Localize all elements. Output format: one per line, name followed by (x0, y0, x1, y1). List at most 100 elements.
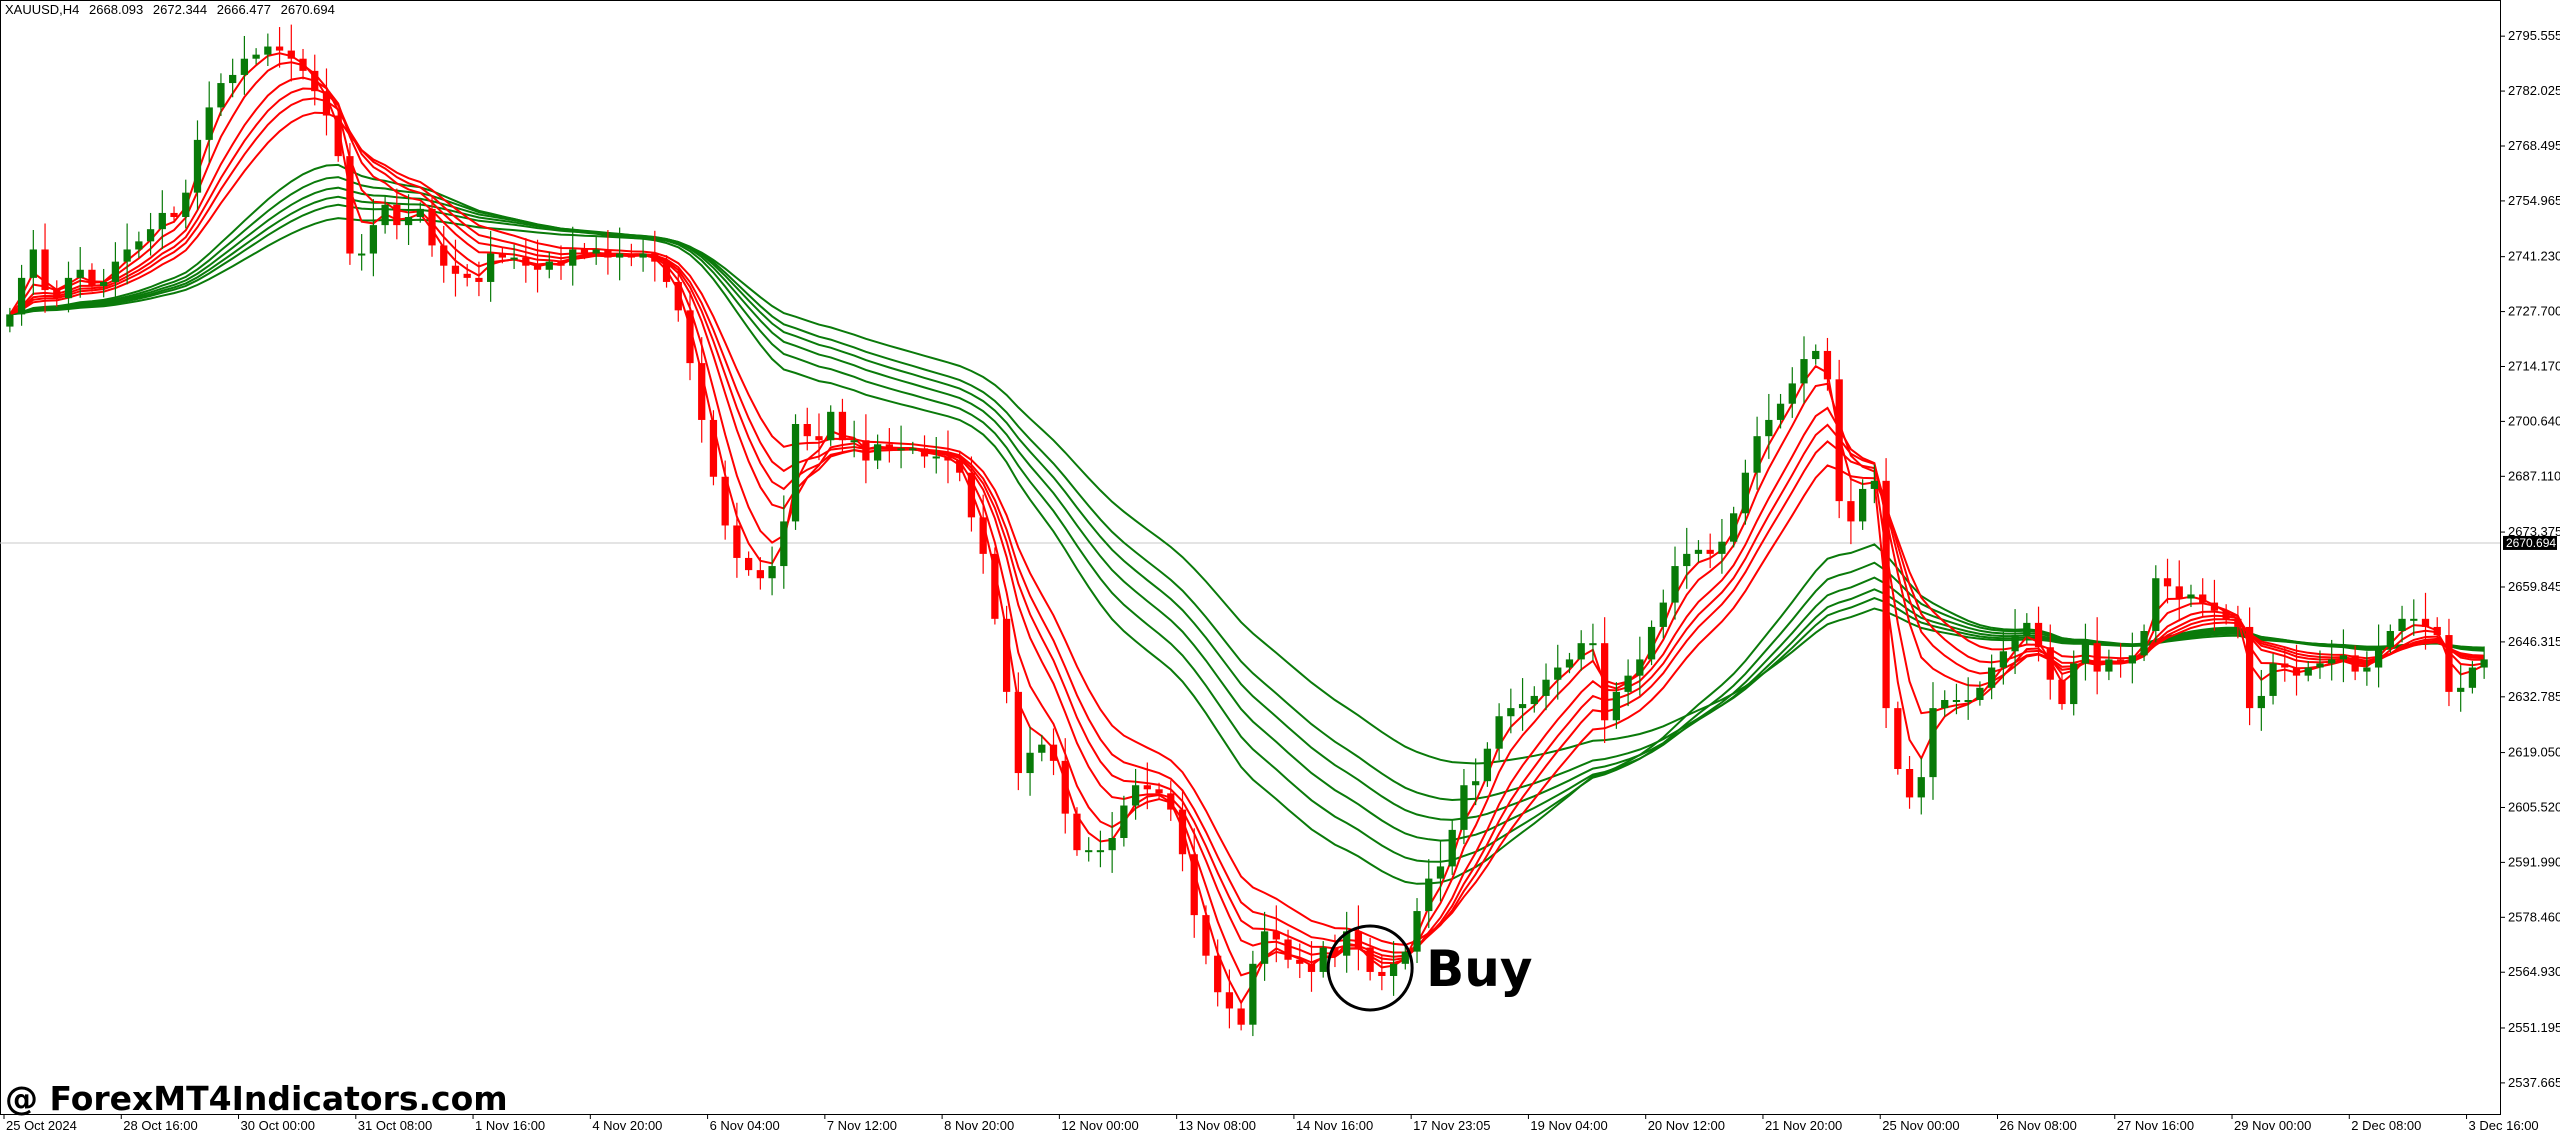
candle (53, 280, 61, 307)
candle-body-bear (2245, 626, 2254, 709)
candle-body-bull (182, 192, 190, 217)
candle (287, 24, 295, 82)
candle (1272, 905, 1280, 963)
candle-body-bear (1847, 501, 1855, 522)
candle-body-bear (698, 363, 706, 420)
candle (100, 268, 108, 298)
candle (1612, 682, 1621, 729)
candle (1096, 830, 1105, 868)
x-tick-label: 29 Nov 00:00 (2234, 1118, 2311, 1133)
candle (135, 231, 143, 258)
candle-body-bear (1882, 480, 1890, 709)
candle-body-bear (1143, 785, 1151, 790)
candle-body-bull (1460, 785, 1468, 830)
candle-body-bull (2187, 594, 2195, 599)
candle (1601, 617, 1609, 744)
candle-body-bear (299, 58, 307, 71)
candle-body-bull (616, 253, 624, 258)
candle-body-bull (569, 249, 577, 266)
candle (1214, 939, 1222, 1007)
candle (944, 430, 952, 484)
candle-body-bear (463, 273, 471, 278)
candle-body-bear (287, 50, 295, 59)
candle (404, 194, 413, 246)
candle (1366, 937, 1374, 981)
x-tick-label: 25 Nov 00:00 (1882, 1118, 1959, 1133)
candle-body-bull (2128, 655, 2136, 664)
x-tick-label: 27 Nov 16:00 (2117, 1118, 2194, 1133)
candle-body-bull (1120, 805, 1128, 838)
candle-body-bear (2351, 655, 2359, 672)
candle (64, 261, 73, 313)
candle-body-bull (1472, 781, 1480, 786)
candle-body-bull (1096, 850, 1105, 853)
candle (1131, 769, 1140, 820)
candle-body-bull (1554, 667, 1562, 680)
candle-body-bull (2304, 667, 2312, 676)
x-tick-label: 26 Nov 08:00 (1999, 1118, 2076, 1133)
x-tick-label: 25 Oct 2024 (6, 1118, 77, 1133)
x-tick-label: 7 Nov 12:00 (827, 1118, 897, 1133)
candle (522, 238, 530, 283)
candle (592, 236, 600, 265)
candle-body-bear (1002, 618, 1011, 692)
candle (768, 546, 776, 596)
candle (311, 54, 319, 106)
open-value: 2668.093 (89, 2, 143, 17)
x-tick-label: 6 Nov 04:00 (710, 1118, 780, 1133)
candle-body-bear (522, 257, 530, 266)
time-axis[interactable]: 25 Oct 2024 28 Oct 16:00 30 Oct 00:00 31 Oc… (3, 1114, 2560, 1133)
candle-body-bear (2046, 647, 2054, 680)
candle-body-bull (2374, 647, 2383, 668)
candle-body-bear (2199, 594, 2207, 603)
candle-body-bull (1730, 513, 1738, 542)
candle (1307, 941, 1316, 992)
candle-body-bull (2468, 667, 2477, 688)
candle-body-bull (146, 229, 155, 242)
candle (1976, 681, 1984, 706)
candle (264, 33, 272, 67)
candle (756, 557, 764, 590)
candle-body-bear (1601, 643, 1609, 721)
candle-body-bull (1483, 748, 1492, 782)
x-tick-label: 3 Dec 16:00 (2469, 1118, 2539, 1133)
y-tick-label: 2537.665 (2508, 1075, 2560, 1090)
x-tick-label: 30 Oct 00:00 (241, 1118, 315, 1133)
candle-body-bear (2433, 626, 2441, 636)
candle-body-bull (1343, 931, 1351, 956)
candle (1225, 969, 1234, 1029)
price-axis[interactable]: 2795.555 2782.025 2768.495 2754.965 2741.230… (2500, 28, 2560, 1090)
candle (1389, 941, 1398, 996)
candle (2257, 669, 2265, 731)
short-ma-15 (9, 111, 2485, 946)
candle (416, 202, 424, 223)
candle-body-bull (932, 456, 940, 459)
plot-frame (0, 0, 2501, 1115)
candle (1049, 728, 1058, 776)
candle (1425, 859, 1433, 929)
candle (1624, 659, 1632, 707)
candle-body-bear (1331, 947, 1339, 956)
candle (2187, 584, 2195, 608)
candle (193, 120, 202, 210)
candle-body-bear (2034, 622, 2043, 648)
candle (2316, 650, 2324, 679)
candle (838, 398, 847, 452)
candle (932, 436, 940, 474)
candle-body-bull (1671, 566, 1679, 603)
candle-body-bear (1073, 813, 1081, 851)
candle-body-bull (545, 261, 553, 270)
candle-body-bull (2023, 622, 2031, 636)
high-value: 2672.344 (153, 2, 207, 17)
candle-body-bull (1612, 691, 1621, 721)
y-tick-label: 2646.315 (2508, 634, 2560, 649)
candle-body-bull (2328, 659, 2336, 664)
candle (885, 428, 893, 463)
candle-body-bull (2363, 667, 2371, 672)
candle (1554, 644, 1562, 700)
candle-body-bear (815, 436, 823, 441)
candle (6, 307, 14, 333)
candle (2410, 599, 2418, 636)
candle-body-bull (1870, 480, 1878, 489)
